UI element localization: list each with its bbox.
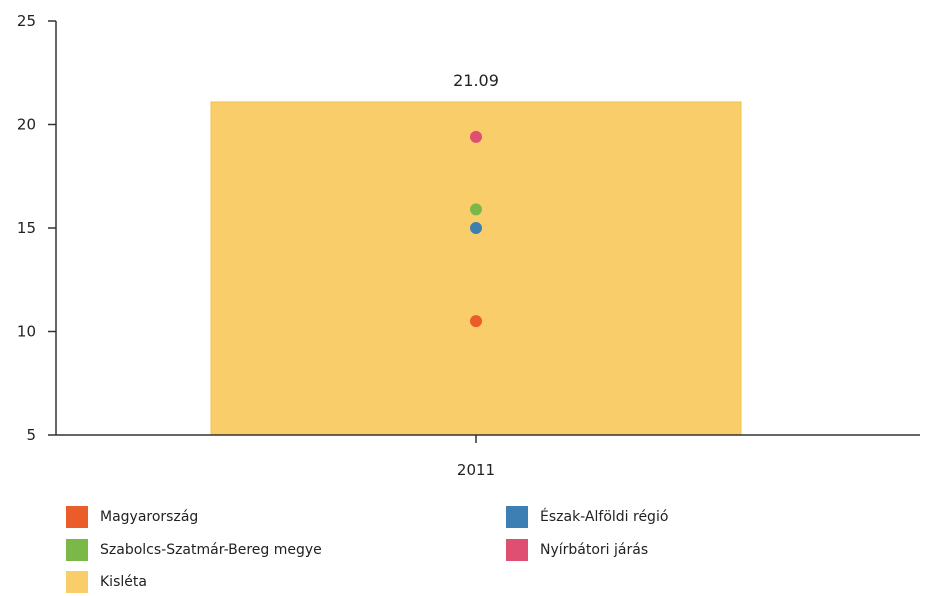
- points-layer: [470, 130, 482, 328]
- x-tick-label: 2011: [457, 461, 495, 479]
- y-tick-label: 20: [17, 116, 36, 134]
- data-labels: 21.09: [453, 71, 499, 90]
- legend-label: Szabolcs-Szatmár-Bereg megye: [100, 542, 322, 558]
- legend-swatch: [66, 539, 88, 561]
- point-ny-rb-tori-j-r-s[interactable]: [470, 130, 482, 143]
- y-tick-label: 15: [17, 219, 36, 237]
- legend-item-nyirbatori-jaras[interactable]: Nyírbátori járás: [506, 537, 648, 563]
- point--szak-alf-ldi-r-gi-[interactable]: [470, 222, 482, 234]
- point-magyarorsz-g[interactable]: [470, 315, 482, 328]
- bars-layer: [210, 101, 742, 436]
- legend-item-szabolcs-szatmar-bereg-megye[interactable]: Szabolcs-Szatmár-Bereg megye: [66, 537, 322, 563]
- legend-label: Magyarország: [100, 509, 199, 525]
- legend-label: Észak-Alföldi régió: [540, 509, 669, 525]
- legend-label: Nyírbátori járás: [540, 542, 649, 558]
- legend-swatch: [506, 539, 528, 561]
- y-tick-label: 5: [26, 426, 36, 444]
- legend-item-kisleta[interactable]: Kisléta: [66, 569, 147, 595]
- y-tick-label: 25: [17, 12, 36, 30]
- legend-swatch: [506, 506, 528, 528]
- y-tick-label: 10: [17, 323, 36, 341]
- legend-item-magyarorszag[interactable]: Magyarország: [66, 504, 198, 530]
- x-ticks: 2011: [457, 435, 495, 479]
- y-ticks: 5 10 15 20 25: [17, 12, 56, 444]
- legend-label: Kisléta: [100, 574, 147, 590]
- legend-swatch: [66, 571, 88, 593]
- bar-kisleta[interactable]: [210, 101, 742, 436]
- chart: 5 10 15 20 25 2011 21.09: [17, 12, 920, 479]
- legend-item-eszak-alfoldi-regio[interactable]: Észak-Alföldi régió: [506, 504, 668, 530]
- legend-swatch: [66, 506, 88, 528]
- point-szabolcs-szatm-r-bereg-megye[interactable]: [470, 203, 482, 216]
- bar-data-label: 21.09: [453, 71, 499, 90]
